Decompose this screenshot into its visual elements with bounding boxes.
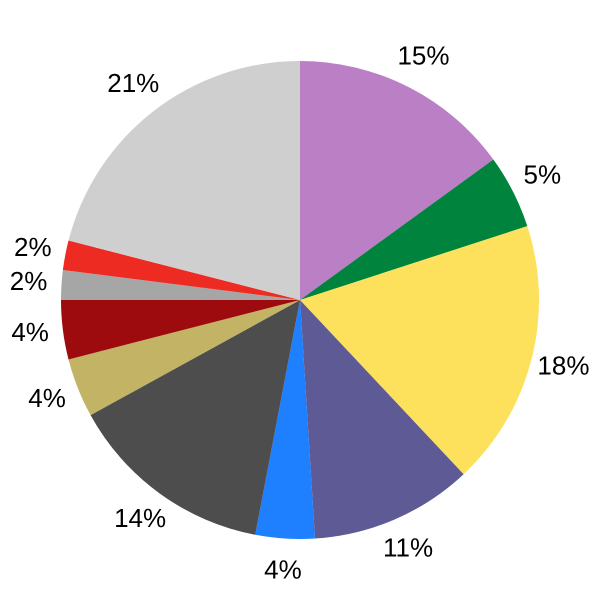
- svg-text:21%: 21%: [107, 68, 159, 98]
- svg-text:4%: 4%: [11, 317, 49, 347]
- svg-text:14%: 14%: [114, 503, 166, 533]
- svg-text:4%: 4%: [264, 554, 302, 584]
- svg-text:2%: 2%: [14, 232, 52, 262]
- svg-text:18%: 18%: [537, 351, 589, 381]
- svg-text:15%: 15%: [397, 41, 449, 71]
- svg-text:2%: 2%: [10, 266, 48, 296]
- svg-text:11%: 11%: [383, 533, 433, 563]
- svg-text:5%: 5%: [524, 159, 562, 189]
- svg-text:4%: 4%: [28, 383, 66, 413]
